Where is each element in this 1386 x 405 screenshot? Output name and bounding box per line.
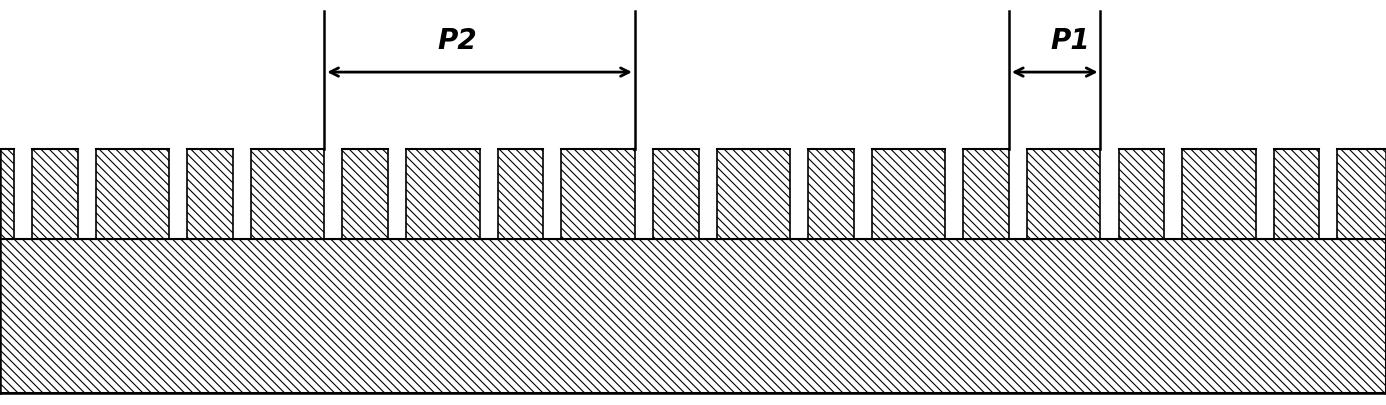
Bar xyxy=(14,150,32,239)
Bar xyxy=(1182,150,1256,239)
Text: P1: P1 xyxy=(1051,27,1089,54)
Bar xyxy=(808,150,854,239)
Bar xyxy=(561,150,635,239)
Bar xyxy=(699,150,717,239)
Bar xyxy=(388,150,406,239)
Bar xyxy=(480,150,498,239)
Bar xyxy=(963,150,1009,239)
Bar xyxy=(543,150,561,239)
Bar xyxy=(169,150,187,239)
Bar xyxy=(1009,150,1027,239)
Bar xyxy=(251,150,324,239)
Bar xyxy=(1119,150,1164,239)
Bar xyxy=(872,150,945,239)
Bar xyxy=(653,150,699,239)
Bar xyxy=(635,150,653,239)
Bar xyxy=(1319,150,1337,239)
Bar xyxy=(96,150,169,239)
Bar xyxy=(790,150,808,239)
Bar xyxy=(0,150,14,239)
Bar xyxy=(854,150,872,239)
Bar xyxy=(1256,150,1274,239)
Bar xyxy=(1027,150,1100,239)
Bar xyxy=(406,150,480,239)
Bar xyxy=(32,150,78,239)
Bar xyxy=(1164,150,1182,239)
Bar xyxy=(498,150,543,239)
Bar xyxy=(1337,150,1386,239)
Bar xyxy=(945,150,963,239)
Bar xyxy=(1274,150,1319,239)
Bar xyxy=(1100,150,1119,239)
Bar xyxy=(342,150,388,239)
Bar xyxy=(324,150,342,239)
Text: P2: P2 xyxy=(438,27,477,54)
Bar xyxy=(187,150,233,239)
Bar xyxy=(0,239,1386,393)
Bar xyxy=(233,150,251,239)
Bar xyxy=(78,150,96,239)
Bar xyxy=(717,150,790,239)
